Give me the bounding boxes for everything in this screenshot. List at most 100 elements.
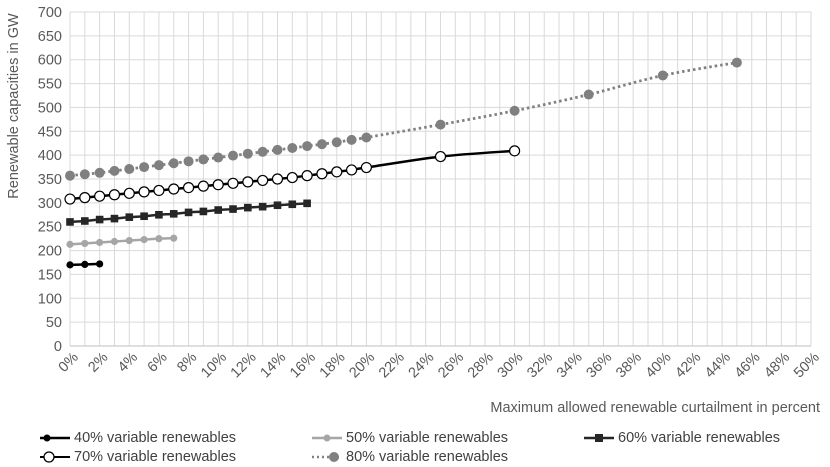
x-tick-label: 18% bbox=[317, 349, 349, 381]
y-tick-label: 50 bbox=[46, 315, 62, 331]
data-point bbox=[273, 201, 282, 210]
data-point bbox=[244, 203, 252, 212]
series-line bbox=[69, 61, 738, 178]
y-tick-label: 0 bbox=[54, 339, 62, 355]
x-tick-label: 16% bbox=[287, 349, 319, 381]
legend-marker-60 bbox=[584, 434, 614, 442]
data-point bbox=[316, 139, 327, 150]
x-tick-label: 42% bbox=[672, 349, 704, 381]
data-point bbox=[66, 240, 74, 248]
data-point bbox=[316, 168, 328, 180]
data-point bbox=[124, 163, 135, 174]
series-4 bbox=[64, 145, 521, 205]
x-tick-label: 26% bbox=[435, 349, 467, 381]
legend-marker-70 bbox=[40, 451, 70, 463]
legend-item-40: 40% variable renewables bbox=[38, 430, 236, 446]
data-point bbox=[229, 205, 237, 213]
data-point bbox=[168, 183, 180, 195]
legend-label-70: 70% variable renewables bbox=[74, 449, 237, 465]
y-tick-label: 600 bbox=[38, 53, 62, 69]
series-1 bbox=[66, 260, 104, 269]
y-tick-label: 650 bbox=[38, 29, 62, 45]
data-point bbox=[153, 184, 165, 197]
y-tick-label: 700 bbox=[38, 5, 62, 21]
x-tick-label: 36% bbox=[584, 349, 616, 381]
data-point bbox=[434, 150, 447, 163]
legend: 40% variable renewables 50% variable ren… bbox=[0, 428, 830, 466]
data-point bbox=[435, 119, 446, 130]
data-point bbox=[81, 217, 89, 225]
data-point bbox=[288, 200, 297, 209]
x-tick-label: 4% bbox=[115, 349, 141, 375]
data-point bbox=[110, 237, 119, 246]
legend-item-80: 80% variable renewables bbox=[310, 449, 508, 465]
y-tick-label: 550 bbox=[38, 77, 62, 93]
x-tick-label: 20% bbox=[346, 349, 378, 381]
x-tick-label: 24% bbox=[406, 349, 438, 381]
x-tick-label: 10% bbox=[198, 349, 230, 381]
data-point bbox=[169, 210, 178, 218]
data-point bbox=[346, 134, 357, 145]
data-point bbox=[125, 213, 134, 221]
y-tick-label: 400 bbox=[38, 148, 62, 164]
data-point bbox=[140, 212, 148, 221]
data-point bbox=[64, 193, 76, 205]
x-tick-label: 48% bbox=[761, 349, 793, 381]
data-point bbox=[199, 207, 208, 216]
legend-label-50: 50% variable renewables bbox=[346, 430, 509, 446]
data-point bbox=[66, 218, 74, 226]
data-point bbox=[657, 70, 668, 81]
x-axis-label: Maximum allowed renewable curtailment in… bbox=[490, 400, 820, 416]
series-group bbox=[64, 57, 742, 269]
x-tick-label: 46% bbox=[732, 349, 764, 381]
legend-item-50: 50% variable renewables bbox=[310, 430, 508, 446]
data-point bbox=[303, 199, 311, 208]
data-point bbox=[228, 150, 239, 161]
y-tick-label: 200 bbox=[38, 244, 62, 260]
data-point bbox=[108, 189, 121, 201]
x-tick-label: 50% bbox=[791, 349, 823, 381]
data-point bbox=[286, 171, 298, 184]
data-point bbox=[242, 148, 253, 159]
data-point bbox=[81, 239, 89, 248]
legend-item-70: 70% variable renewables bbox=[38, 449, 236, 465]
x-tick-label: 40% bbox=[643, 349, 675, 381]
data-point bbox=[94, 167, 105, 178]
data-point bbox=[257, 174, 269, 187]
x-tick-label: 44% bbox=[702, 349, 734, 381]
data-point bbox=[81, 260, 89, 269]
data-point bbox=[360, 161, 372, 174]
legend-item-60: 60% variable renewables bbox=[582, 430, 780, 446]
y-tick-label: 100 bbox=[38, 291, 62, 307]
data-point bbox=[301, 170, 313, 182]
data-point bbox=[214, 206, 222, 214]
data-point bbox=[213, 152, 224, 163]
y-tick-label: 500 bbox=[38, 100, 62, 116]
y-axis-tick-labels: 0 50 100 150 200 250 300 350 400 450 500 550 600 650 7… bbox=[38, 5, 62, 355]
x-tick-label: 30% bbox=[495, 349, 527, 381]
series-3 bbox=[66, 199, 311, 226]
legend-label-80: 80% variable renewables bbox=[346, 449, 509, 465]
y-tick-label: 300 bbox=[38, 196, 62, 212]
data-point bbox=[361, 132, 372, 143]
gridlines bbox=[69, 11, 812, 347]
x-tick-label: 6% bbox=[145, 349, 171, 375]
data-point bbox=[140, 235, 148, 244]
series-2 bbox=[66, 234, 178, 248]
y-tick-label: 150 bbox=[38, 267, 62, 283]
data-point bbox=[168, 158, 179, 169]
series-5 bbox=[65, 57, 742, 181]
y-axis-label: Renewable capacities in GW bbox=[6, 13, 22, 199]
x-tick-label: 12% bbox=[228, 349, 260, 381]
y-tick-label: 450 bbox=[38, 124, 62, 140]
legend-label-40: 40% variable renewables bbox=[74, 430, 237, 446]
legend-marker-50 bbox=[312, 434, 342, 442]
data-point bbox=[227, 177, 239, 189]
data-point bbox=[271, 173, 284, 185]
data-point bbox=[257, 146, 268, 157]
data-point bbox=[96, 238, 104, 247]
x-tick-label: 2% bbox=[85, 349, 111, 375]
x-tick-label: 32% bbox=[524, 349, 556, 381]
data-point bbox=[197, 180, 209, 192]
data-point bbox=[508, 145, 521, 157]
